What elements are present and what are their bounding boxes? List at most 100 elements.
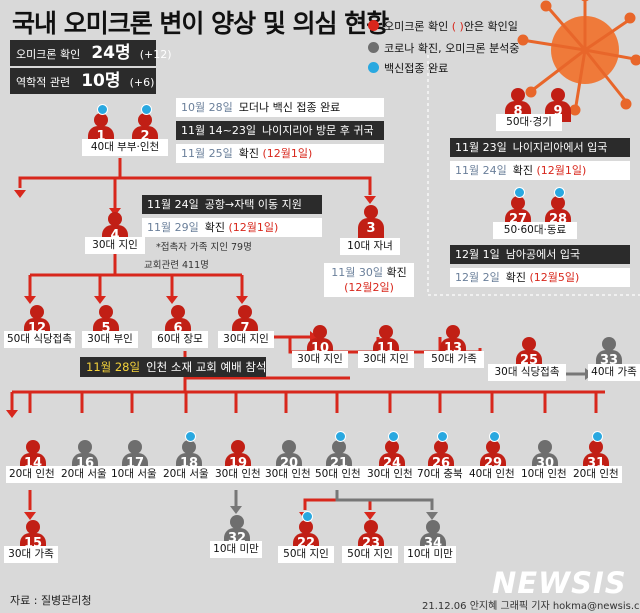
case3-text: 확진 [386, 266, 407, 279]
vaccinated-dot-icon [437, 431, 448, 442]
vaccinated-dot-icon [141, 104, 152, 115]
person-head-icon [602, 337, 616, 351]
case-caption: 10대 미만 [404, 546, 456, 563]
timeline-confirm-date: (12월1일) [228, 221, 279, 234]
person-head-icon [182, 440, 196, 454]
vaccinated-dot-icon [592, 431, 603, 442]
virus-illustration [517, 0, 640, 116]
case-caption: 10대 서울 [108, 466, 160, 483]
person-head-icon [26, 440, 40, 454]
newsis-logo: NEWSIS [492, 566, 627, 600]
case-caption: 20대 서울 [58, 466, 110, 483]
case-caption: 30대 가족 [4, 546, 58, 563]
legend-paren: ( ) [451, 20, 464, 33]
summary-change: (+12) [139, 48, 172, 61]
case-caption: 40대 부부·인천 [82, 139, 168, 156]
timeline-text: 확진 [512, 164, 533, 177]
summary-value: 10명 [81, 71, 121, 91]
person-head-icon [238, 305, 252, 319]
timeline-box: 11월 14~23일 나이지리아 방문 후 귀국 [176, 121, 384, 140]
person-head-icon [379, 325, 393, 339]
church-event-text: 인천 소재 교회 예배 참석 [146, 360, 267, 374]
summary-change: (+6) [129, 76, 155, 89]
case-caption: 50대 식당접촉 [4, 331, 75, 348]
person-head-icon [128, 440, 142, 454]
case-caption: 50대 지인 [278, 546, 334, 563]
case-caption: 50대 지인 [342, 546, 398, 563]
vaccinated-dot-icon [335, 431, 346, 442]
timeline-confirm-date: (12월1일) [262, 147, 313, 160]
case-caption: 10대 인천 [518, 466, 570, 483]
timeline-box: 10월 28일 모더나 백신 접종 완료 [176, 98, 384, 117]
legend-item-confirmed: 오미크론 확인 ( )안은 확인일 [368, 18, 518, 34]
timeline-text: 확진 [238, 147, 259, 160]
timeline-box: 12월 2일 확진 (12월5일) [450, 268, 630, 287]
case-caption: 30대 지인 [358, 351, 414, 368]
person-head-icon [99, 305, 113, 319]
person-head-icon [551, 196, 565, 210]
case-caption: 50대·경기 [496, 114, 562, 131]
timeline-text: 확진 [204, 221, 225, 234]
timeline-text: 모더나 백신 접종 완료 [238, 101, 341, 114]
summary-label: 오미크론 확인 [16, 48, 81, 61]
person-head-icon [589, 440, 603, 454]
timeline-date: 11월 24일 [455, 164, 507, 177]
person-head-icon [171, 305, 185, 319]
case-caption: 70대 충북 [414, 466, 466, 483]
vaccinated-dot-icon [388, 431, 399, 442]
case-caption: 30대 인천 [262, 466, 314, 483]
timeline-box: 11월 29일 확진 (12월1일) [142, 218, 322, 237]
case-caption: 50·60대·동료 [493, 222, 577, 239]
section-divider [427, 55, 640, 296]
case-caption: 30대 지인 [218, 331, 274, 348]
case-caption: 30대 인천 [364, 466, 416, 483]
person-head-icon [364, 520, 378, 534]
timeline-date: 11월 24일 [147, 198, 199, 211]
legend-text: 코로나 확진, 오미크론 분석중 [384, 42, 520, 55]
blue-dot-icon [368, 62, 379, 73]
person-head-icon [230, 515, 244, 529]
timeline-box: 11월 24일 확진 (12월1일) [450, 161, 630, 180]
timeline-date: 11월 25일 [181, 147, 233, 160]
case3-confirm-date: (12월2일) [344, 281, 394, 294]
person-head-icon [30, 305, 44, 319]
case-caption: 20대 서울 [160, 466, 212, 483]
case-caption: 30대 지인 [292, 351, 348, 368]
case-caption: 30대 인천 [212, 466, 264, 483]
legend-text: 오미크론 확인 [384, 20, 452, 33]
person-head-icon [138, 113, 152, 127]
timeline-text: 나이지리아 방문 후 귀국 [261, 124, 374, 137]
contacts-note: *접촉자 가족 지인 79명 교회관련 411명 [144, 242, 252, 272]
timeline-text: 나이지리아에서 입국 [512, 141, 608, 154]
person-head-icon [26, 520, 40, 534]
person-head-icon [511, 196, 525, 210]
page-title: 국내 오미크론 변이 양상 및 의심 현황 [12, 9, 389, 38]
person-head-icon [385, 440, 399, 454]
timeline-date: 11월 23일 [455, 141, 507, 154]
person-head-icon [313, 325, 327, 339]
timeline-box: 11월 23일 나이지리아에서 입국 [450, 138, 630, 157]
connector-lines [10, 158, 605, 510]
person-head-icon [434, 440, 448, 454]
person-head-icon [231, 440, 245, 454]
summary-label: 역학적 관련 [16, 76, 71, 89]
timeline-text: 남아공에서 입국 [505, 248, 581, 261]
legend-item-analyzing: 코로나 확진, 오미크론 분석중 [368, 40, 519, 56]
case-caption: 40대 가족 [588, 364, 640, 381]
case-caption: 10대 미만 [210, 541, 262, 558]
contacts-note-line: 교회관련 411명 [144, 260, 209, 271]
church-event-date: 11월 28일 [86, 360, 141, 374]
timeline-date: 10월 28일 [181, 101, 233, 114]
timeline-date: 12월 2일 [455, 271, 500, 284]
gray-dot-icon [368, 42, 379, 53]
legend-item-vaccinated: 백신접종 완료 [368, 60, 448, 76]
person-head-icon [94, 113, 108, 127]
vaccinated-dot-icon [514, 187, 525, 198]
case-caption: 30대 부인 [82, 331, 138, 348]
person-head-icon [78, 440, 92, 454]
person-head-icon [538, 440, 552, 454]
summary-value: 24명 [91, 43, 131, 63]
timeline-date: 11월 29일 [147, 221, 199, 234]
credit-line: 21.12.06 안지혜 그래픽 기자 hokma@newsis.com [422, 601, 640, 612]
